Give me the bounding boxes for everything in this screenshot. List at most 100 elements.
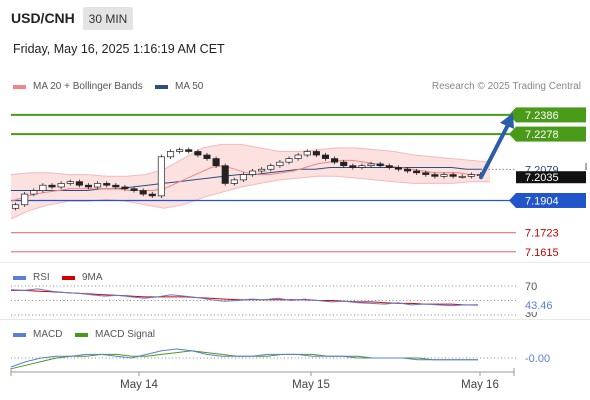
candle [413,168,421,175]
candle-body [467,174,475,177]
candle [121,184,129,191]
time-axis-label: May 15 [292,379,330,391]
candle [449,172,457,179]
candle [440,172,448,179]
ma20-line [10,159,482,202]
candle [221,163,229,186]
candle-body [130,188,138,191]
candle-body [221,165,229,184]
candle-body [431,174,439,177]
projection-arrow-head [500,112,514,129]
pivot-tag [516,192,586,208]
candle-body [139,190,147,195]
rsi-swatch [13,275,26,280]
candle-body [340,161,348,167]
candle [367,161,375,168]
candle-body [331,158,339,163]
candle [331,156,339,165]
candle [349,163,357,170]
macd-line [10,348,478,368]
divider [0,319,590,320]
candle [385,163,393,170]
candle [358,163,366,170]
ma9-swatch [62,275,75,280]
pivot-tag-pointer [509,192,516,208]
candle-body [267,165,275,170]
time-axis-label: May 14 [120,379,158,391]
candle-body [385,165,393,168]
candle [112,183,120,190]
legend-label: MACD [33,329,63,340]
candle [130,186,138,193]
bollinger-upper-line [10,143,491,177]
chart-datetime: Friday, May 16, 2025 1:16:19 AM CET [13,42,225,56]
candle-body [449,174,457,177]
candle [21,191,29,207]
macd-signal-line [10,350,478,370]
candle-body [166,151,175,158]
candle-body [258,168,266,172]
candle-body [294,154,302,159]
candle-body [285,158,293,163]
candle-body [112,184,120,188]
candle [258,167,266,174]
candle [39,183,47,193]
candle [157,154,165,198]
candle-body [230,179,238,184]
candle-body [185,149,193,152]
candle [394,165,402,172]
projection-arrow-shaft [479,122,510,180]
candle [94,181,102,190]
candle [422,170,430,177]
candle [431,172,439,179]
candle-body [303,151,311,156]
candle [139,188,147,197]
candle-body [157,156,165,197]
candle [376,161,384,168]
candle [176,147,184,154]
candle-body [403,168,412,172]
candle [403,167,412,174]
legend-ma20-bollinger: MA 20 + Bollinger Bands [13,81,143,92]
macd-swatch [13,332,26,337]
symbol-title: USD/CNH [11,10,75,26]
candle-body [212,158,220,167]
legend-label: MA 20 + Bollinger Bands [33,81,143,92]
resistance-tag-pointer [509,126,516,142]
candle [239,172,247,183]
candle-body [148,193,156,197]
legend-macd: MACD [13,329,62,340]
candle-body [48,184,56,188]
support-label: 7.1723 [525,228,559,240]
candle [148,191,156,198]
candle [103,181,111,188]
candle-body [458,175,466,178]
candle-body [30,190,38,195]
current-price-label: 7.2035 [525,172,559,184]
candle-body [194,151,202,156]
divider [0,262,590,263]
candle [230,177,238,186]
legend-9ma: 9MA [62,272,103,283]
candle-body [413,170,421,174]
candle [294,152,302,161]
candle [267,163,275,172]
candle [57,181,65,190]
candle-body [84,184,93,188]
candle-body [394,167,402,170]
timeframe-badge[interactable]: 30 MIN [83,7,133,30]
candle-body [176,149,184,152]
candle-body [103,183,111,186]
pivot-label: 7.1904 [525,195,559,207]
rsi-line [10,288,479,307]
candle [340,160,348,168]
candle [212,156,220,168]
candle [30,188,38,197]
candle-body [312,151,320,156]
candle-body [239,174,247,181]
support-label: 7.1615 [525,247,559,259]
candle-body [276,161,284,167]
resistance-tag [516,126,586,142]
candle [84,183,93,190]
